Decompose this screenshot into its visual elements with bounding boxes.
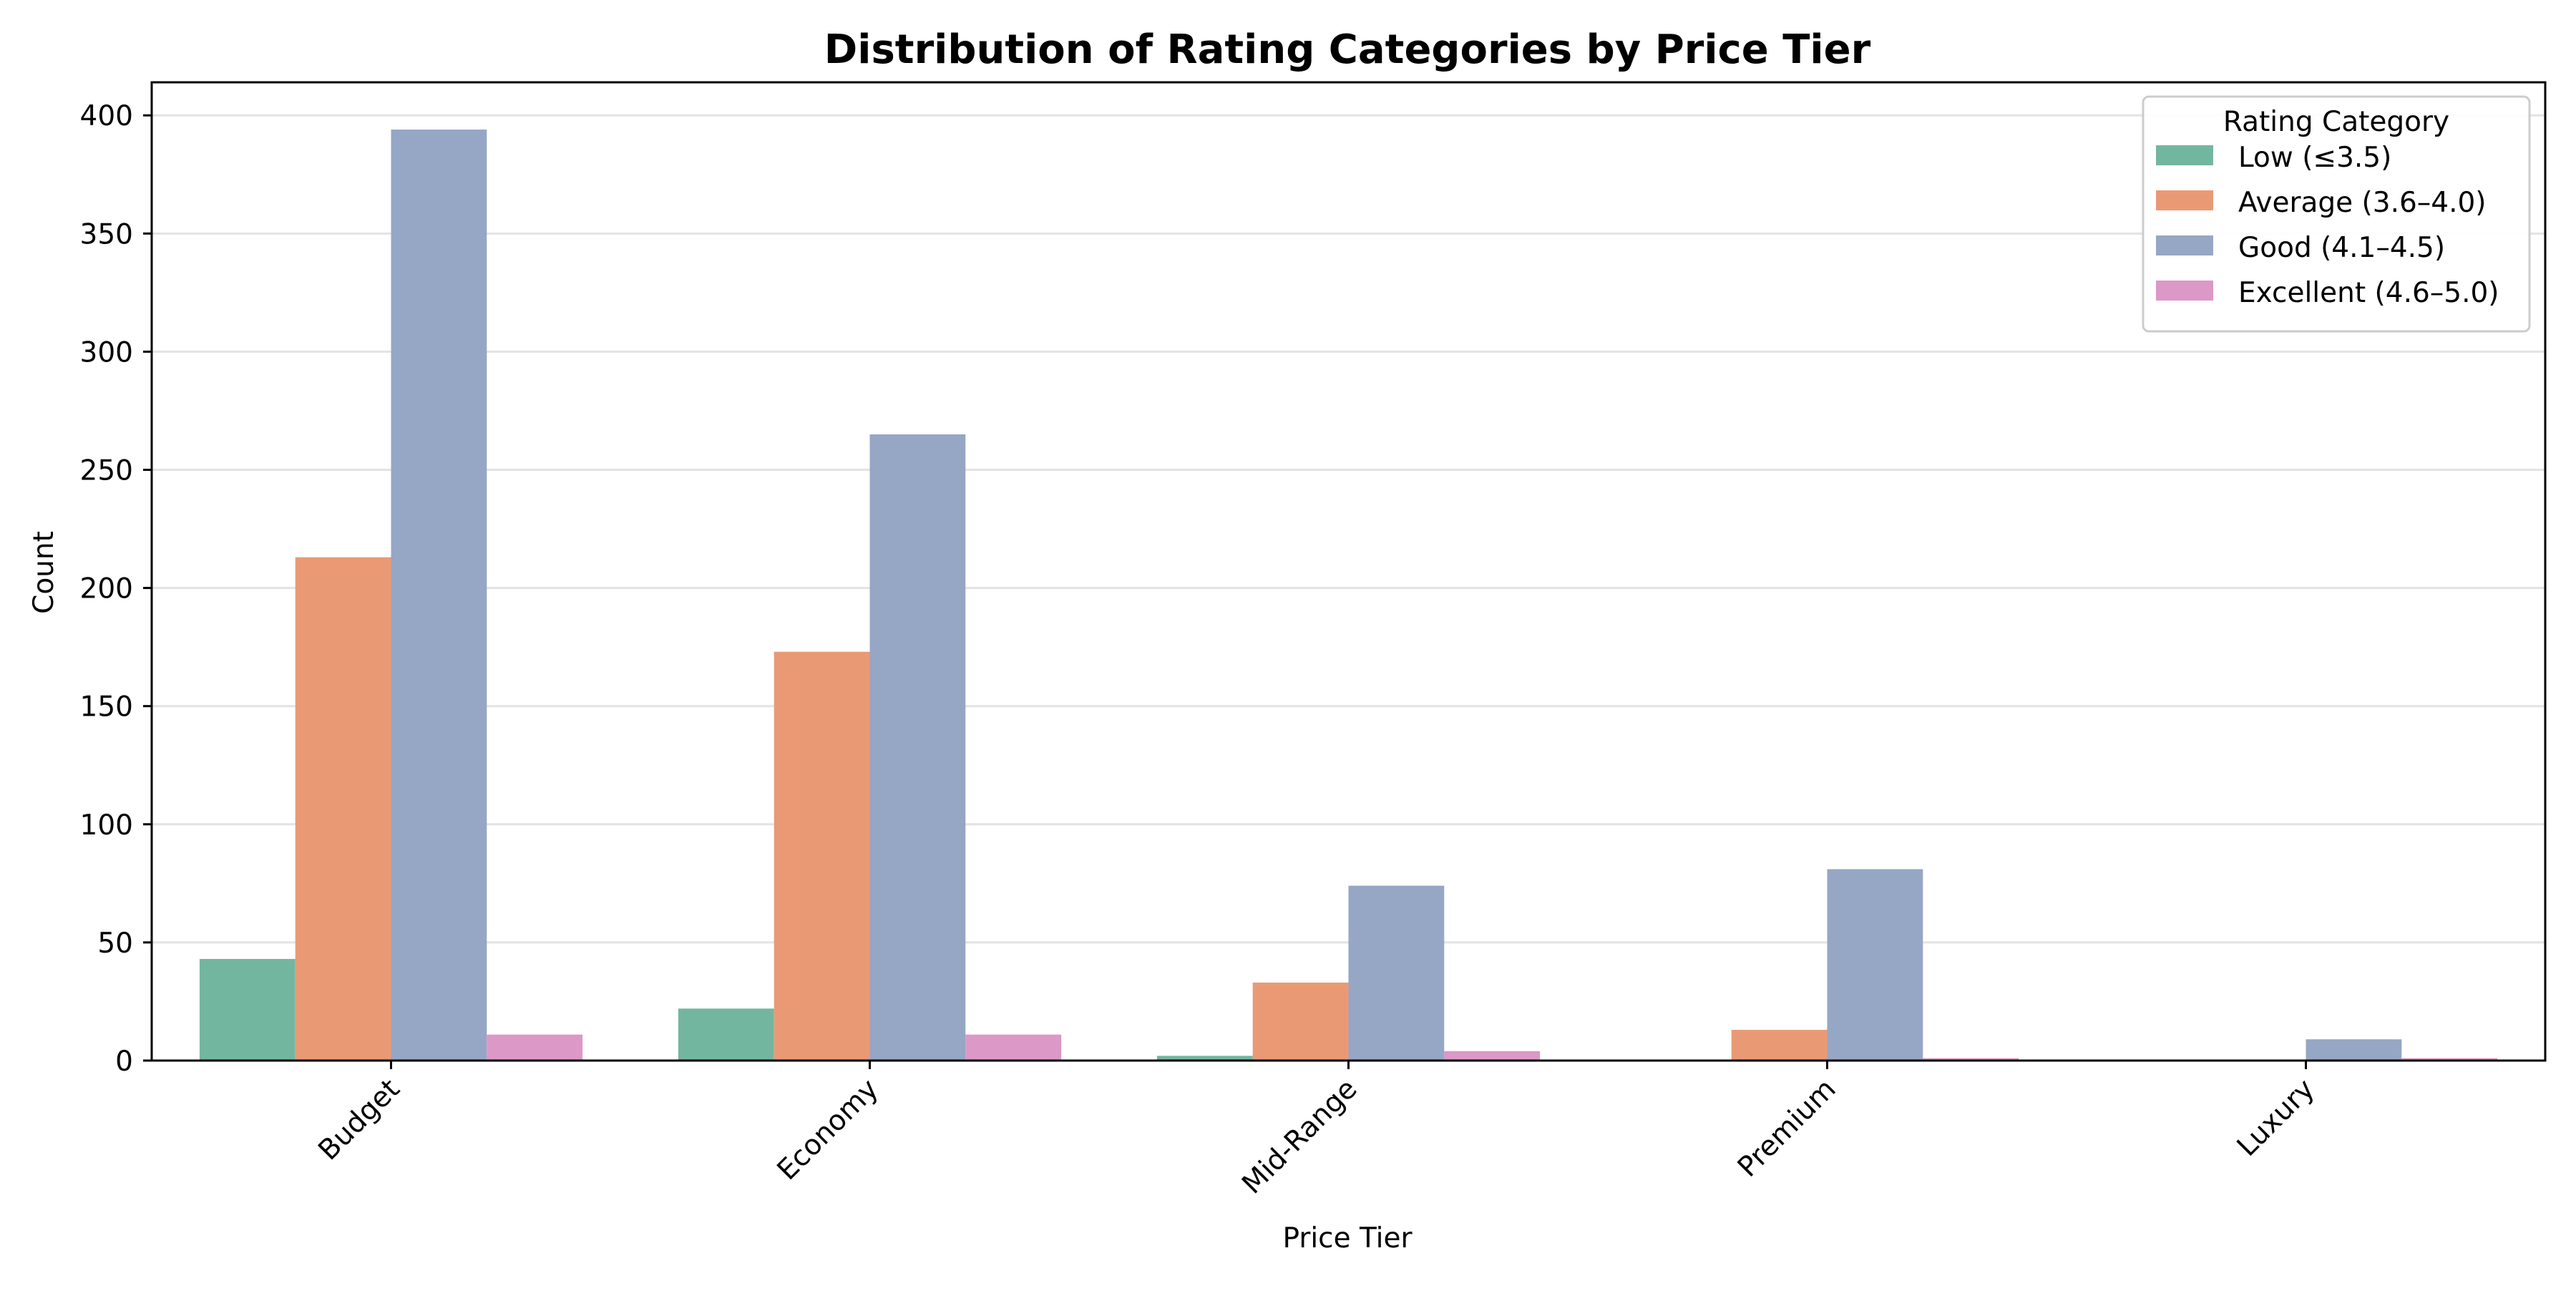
bar: [965, 1034, 1062, 1061]
y-tick-label: 100: [80, 809, 133, 842]
bar: [2306, 1039, 2402, 1061]
y-tick-label: 200: [80, 573, 133, 605]
y-axis: 0 50 100 150 200 250 300 350 400: [80, 100, 152, 1078]
y-tick-label: 300: [80, 336, 133, 369]
x-tick-label: Premium: [1732, 1073, 1843, 1184]
bar: [869, 434, 966, 1061]
y-tick-label: 150: [80, 691, 133, 724]
legend-box: [2142, 95, 2531, 333]
legend-entry-label: Good (4.1–4.5): [2238, 232, 2445, 264]
y-axis-label: Count: [28, 531, 60, 614]
legend-entry-label: Average (3.6–4.0): [2238, 187, 2487, 219]
y-tick-label: 50: [97, 927, 133, 960]
x-tick-label: Mid-Range: [1236, 1073, 1363, 1200]
chart-title: Distribution of Rating Categories by Pri…: [824, 26, 1871, 73]
x-tick-label: Budget: [313, 1073, 406, 1166]
bar: [1444, 1051, 1541, 1061]
x-axis: Budget Economy Mid-Range Premium Luxury: [313, 1061, 2321, 1200]
bar: [1731, 1030, 1828, 1061]
bar: [1156, 1056, 1253, 1061]
bar: [199, 959, 296, 1061]
bar: [1923, 1058, 2019, 1061]
legend-swatch: [2156, 190, 2213, 210]
legend-entry-label: Excellent (4.6–5.0): [2238, 277, 2499, 309]
bar: [1252, 983, 1349, 1061]
bar: [678, 1008, 774, 1061]
bar: [1348, 885, 1445, 1061]
x-axis-label: Price Tier: [1282, 1222, 1413, 1255]
y-tick-label: 0: [115, 1046, 133, 1078]
x-tick-label: Luxury: [2231, 1073, 2321, 1163]
y-tick-label: 250: [80, 455, 133, 487]
y-tick-label: 350: [80, 218, 133, 250]
bars: [199, 130, 2498, 1061]
bar: [2401, 1058, 2498, 1061]
bar: [487, 1034, 583, 1061]
legend-title: Rating Category: [2223, 106, 2449, 138]
bar: [1827, 869, 1923, 1061]
x-tick-label: Economy: [771, 1073, 885, 1187]
bar: [391, 130, 487, 1061]
grid-lines: [152, 114, 2545, 1062]
legend-swatch: [2156, 145, 2213, 165]
legend-swatch: [2156, 281, 2213, 301]
legend: Rating Category Low (≤3.5) Average (3.6–4…: [2142, 95, 2531, 333]
legend-swatch: [2156, 235, 2213, 255]
bar: [295, 557, 391, 1061]
y-tick-label: 400: [80, 100, 133, 132]
legend-entry-label: Low (≤3.5): [2238, 142, 2391, 174]
bar: [774, 651, 870, 1061]
